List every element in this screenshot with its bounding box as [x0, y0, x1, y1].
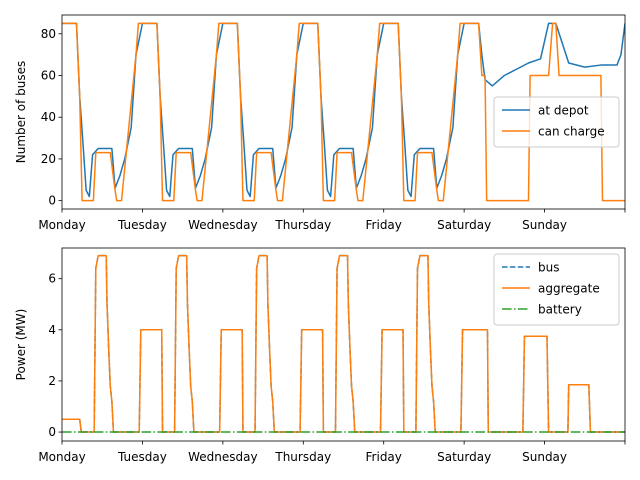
chart-2: 0 2 4 6 Monday Tuesday Wednesday Thursday Friday… — [14, 247, 626, 464]
y-axis-label: Number of buses — [14, 61, 28, 164]
legend: at depot can charge — [493, 96, 620, 148]
y-tick-label: 0 — [48, 194, 56, 208]
y-tick-label: 0 — [48, 425, 56, 439]
x-tick-label: Friday — [366, 218, 402, 232]
legend-label: aggregate — [538, 282, 600, 296]
x-tick-label: Tuesday — [117, 218, 167, 232]
series-group — [62, 254, 625, 433]
legend-label: can charge — [538, 125, 605, 139]
x-tick-label: Sunday — [522, 450, 567, 464]
x-tick-label: Saturday — [437, 450, 491, 464]
legend: bus aggregate battery — [493, 253, 620, 326]
series-line-can-charge — [62, 22, 625, 202]
y-tick-label: 20 — [41, 152, 56, 166]
plot-frame — [61, 14, 626, 210]
plot-frame — [61, 247, 626, 442]
x-tick-label: Thursday — [274, 218, 331, 232]
legend-label: at depot — [538, 104, 589, 118]
x-tick-label: Friday — [366, 450, 402, 464]
legend-label: bus — [538, 261, 559, 275]
x-tick-label: Thursday — [274, 450, 331, 464]
y-tick-label: 60 — [41, 68, 56, 82]
x-tick-label: Monday — [38, 218, 85, 232]
series-group — [62, 22, 625, 202]
x-tick-label: Wednesday — [188, 218, 257, 232]
y-tick-label: 80 — [41, 27, 56, 41]
legend-box — [493, 253, 620, 326]
legend-label: battery — [538, 303, 582, 317]
x-tick-label: Wednesday — [188, 450, 257, 464]
y-tick-label: 40 — [41, 110, 56, 124]
y-tick-label: 6 — [48, 272, 56, 286]
y-tick-label: 4 — [48, 323, 56, 337]
chart-1: 0 20 40 60 80 Monday Tuesday Wednesday Thursday F… — [14, 14, 626, 232]
x-tick-label: Saturday — [437, 218, 491, 232]
x-tick-label: Tuesday — [117, 450, 167, 464]
x-tick-label: Sunday — [522, 218, 567, 232]
x-tick-label: Monday — [38, 450, 85, 464]
y-tick-label: 2 — [48, 374, 56, 388]
y-axis-label: Power (MW) — [14, 309, 28, 381]
